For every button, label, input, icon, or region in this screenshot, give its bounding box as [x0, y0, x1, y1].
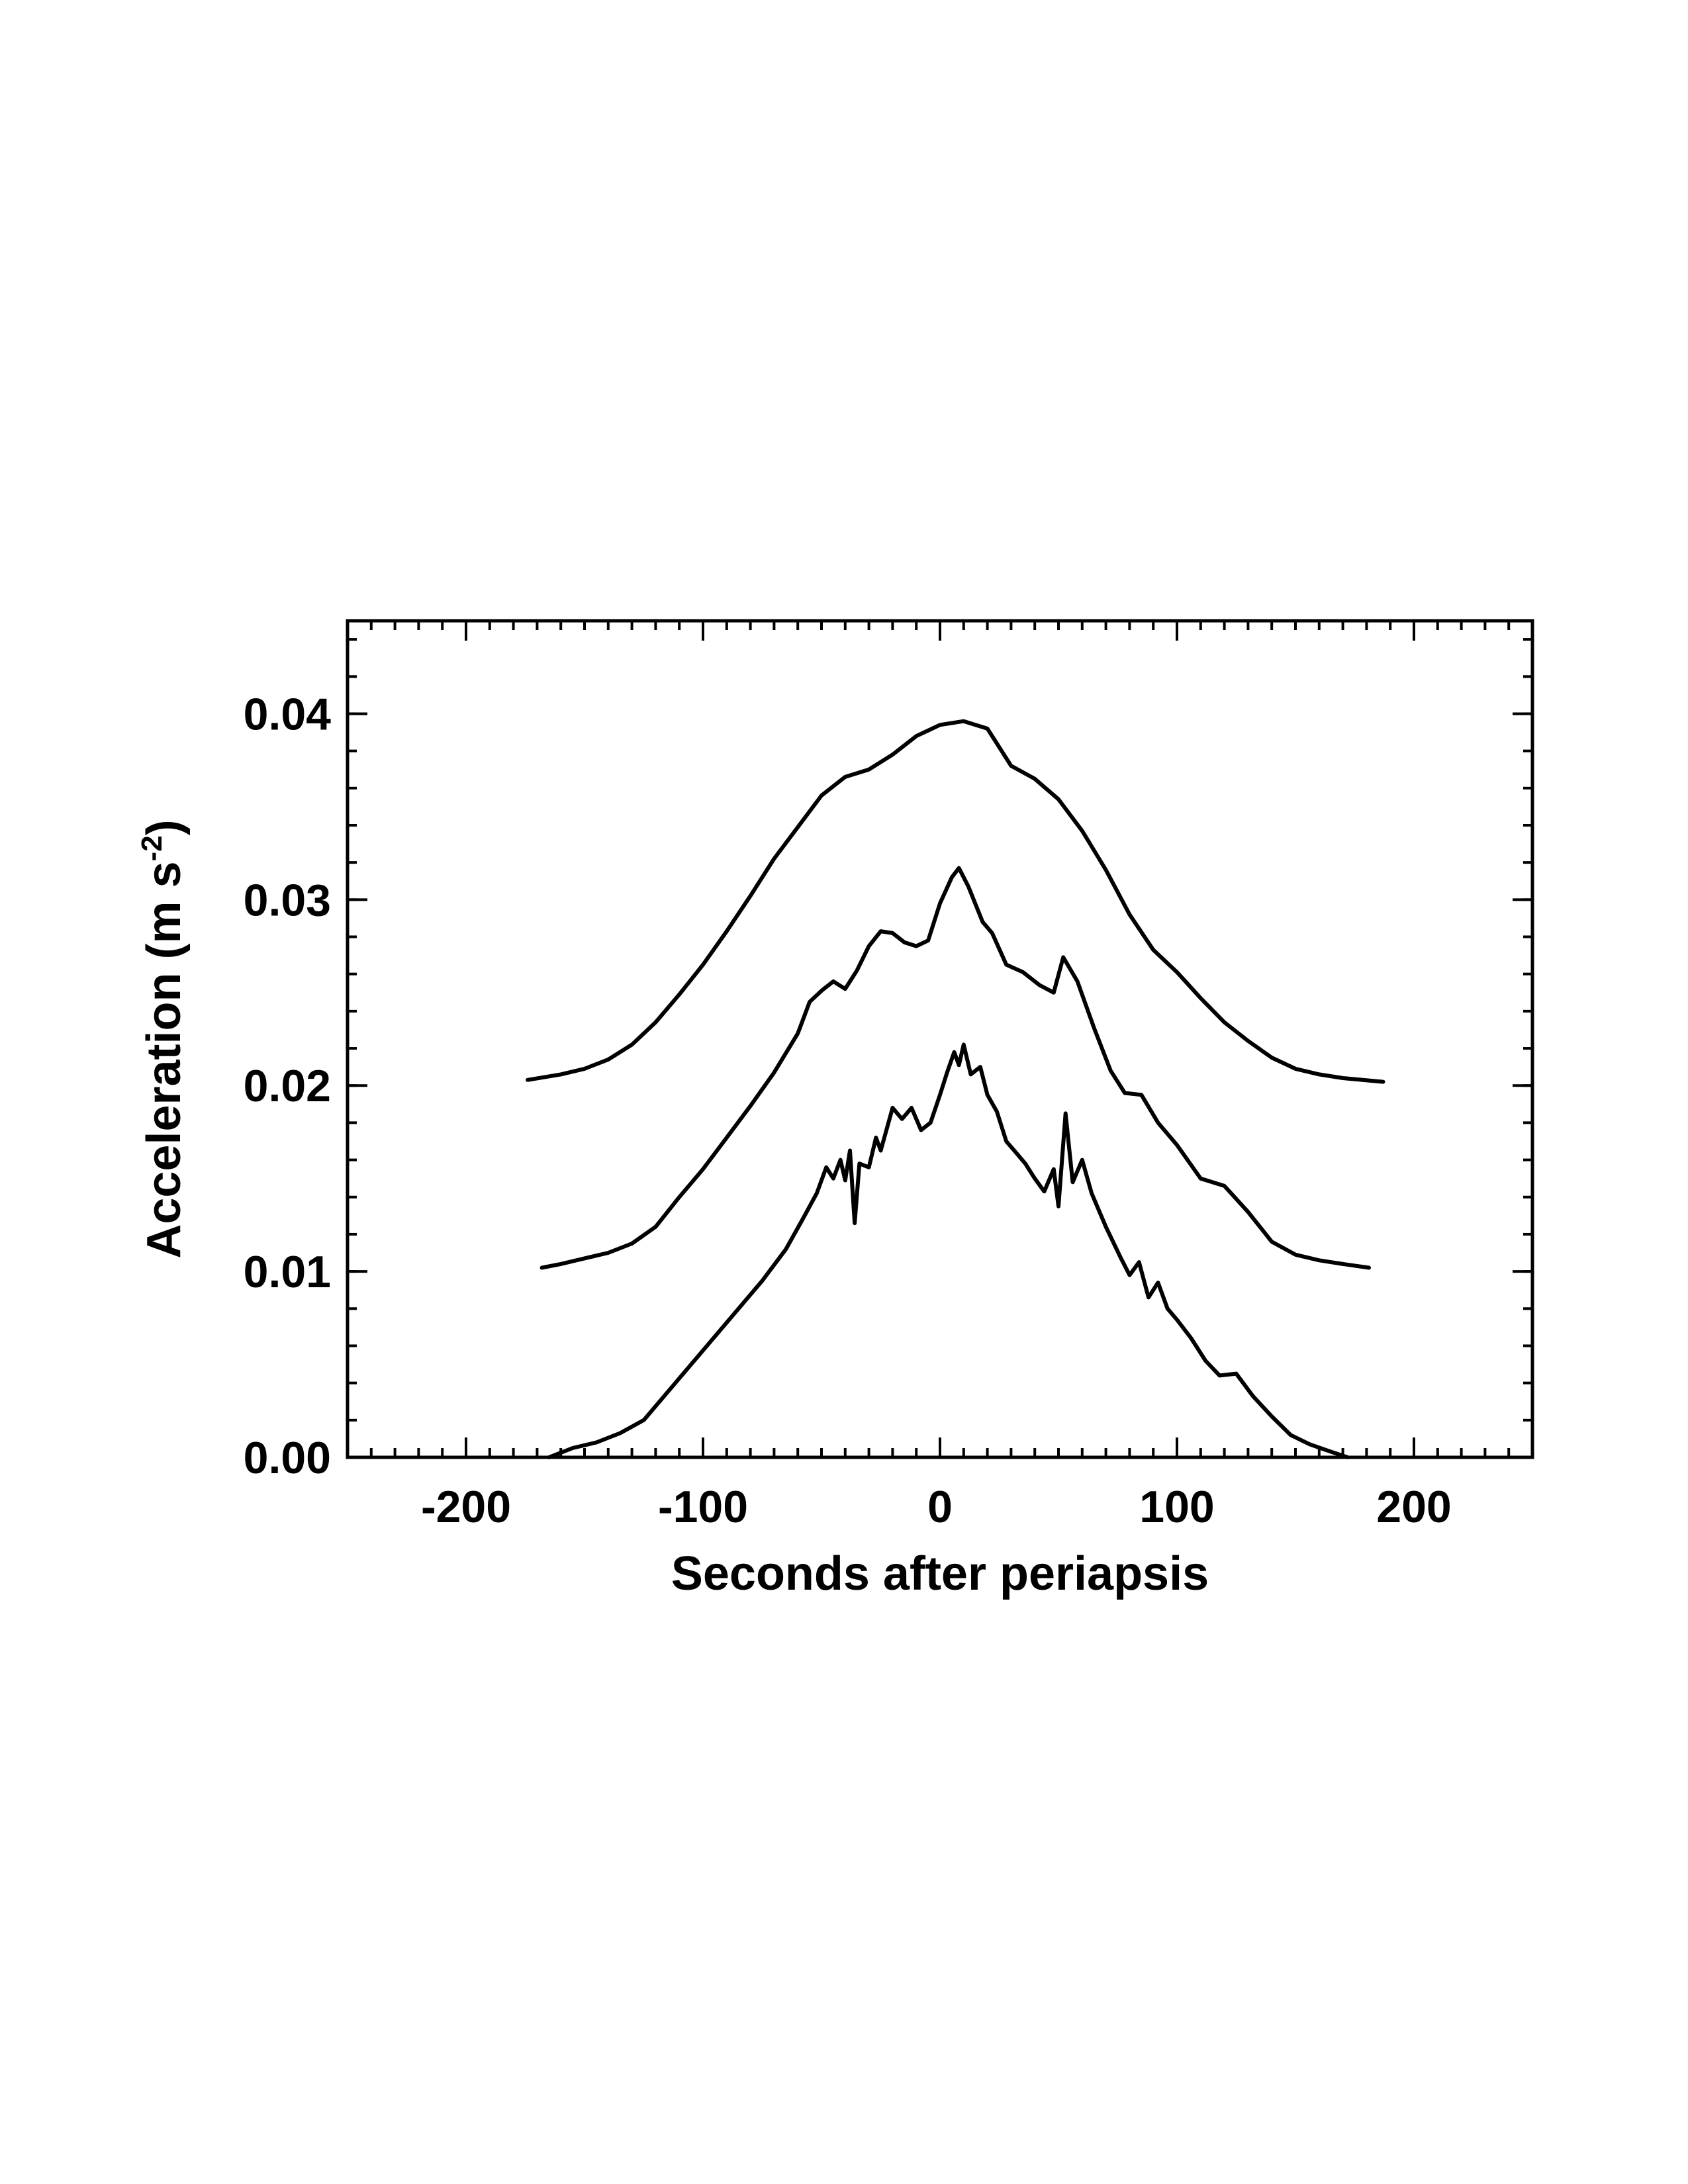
x-axis-title: Seconds after periapsis [671, 1547, 1209, 1600]
x-tick-label: 0 [927, 1482, 953, 1532]
y-tick-label: 0.03 [244, 875, 331, 925]
series-line-middle [539, 866, 1371, 1270]
y-tick-label: 0.00 [244, 1433, 331, 1483]
x-tick-label: 200 [1376, 1482, 1451, 1532]
major-ticks [348, 621, 1532, 1459]
series-line-upper [526, 719, 1385, 1084]
plot-frame [346, 619, 1534, 1459]
y-tick-label: 0.04 [244, 689, 332, 739]
x-tick-label: -100 [658, 1482, 748, 1532]
y-tick-label: 0.02 [244, 1061, 331, 1111]
series-line-lower [547, 1042, 1350, 1459]
y-axis-title: Acceleration (m s-2) [136, 819, 191, 1258]
y-axis-title-main: Acceleration (m s [138, 861, 191, 1258]
x-tick-label: 100 [1139, 1482, 1214, 1532]
y-tick-labels: 0.00 0.01 0.02 0.03 0.04 [244, 689, 332, 1483]
series-group [526, 719, 1385, 1459]
minor-ticks [348, 621, 1532, 1457]
y-tick-label: 0.01 [244, 1247, 331, 1297]
x-tick-labels: -200 -100 0 100 200 [421, 1482, 1452, 1532]
y-axis-title-superscript: -2 [136, 835, 168, 861]
x-tick-label: -200 [421, 1482, 511, 1532]
y-axis-title-suffix: ) [138, 819, 191, 835]
